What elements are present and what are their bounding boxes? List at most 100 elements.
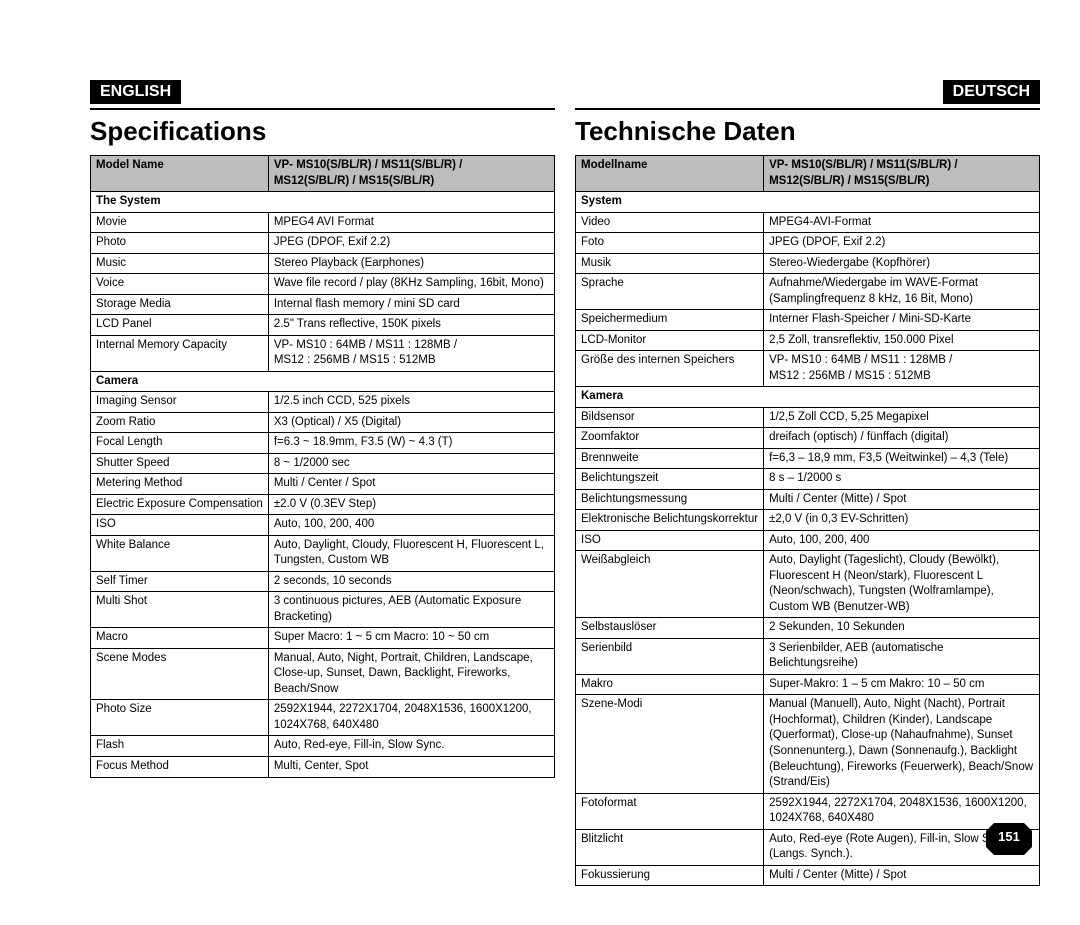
spec-value: dreifach (optisch) / fünffach (digital) [764,428,1040,449]
spec-key: ISO [576,530,764,551]
table-row: LCD Panel2.5" Trans reflective, 150K pix… [91,315,555,336]
spec-value: Multi / Center (Mitte) / Spot [764,865,1040,886]
spec-key: Storage Media [91,294,269,315]
spec-value: Auto, 100, 200, 400 [268,515,554,536]
spec-key: Selbstauslöser [576,618,764,639]
spec-key: Fotoformat [576,793,764,829]
header-label: Model Name [91,156,269,192]
table-row: VoiceWave file record / play (8KHz Sampl… [91,274,555,295]
section-title: Camera [91,371,555,392]
spec-key: Bildsensor [576,407,764,428]
spec-value: VP- MS10 : 64MB / MS11 : 128MB /MS12 : 2… [268,335,554,371]
spec-key: Focus Method [91,756,269,777]
table-row: Selbstauslöser2 Sekunden, 10 Sekunden [576,618,1040,639]
section-row: System [576,192,1040,213]
section-row: Camera [91,371,555,392]
spec-key: Foto [576,233,764,254]
header-row: Model NameVP- MS10(S/BL/R) / MS11(S/BL/R… [91,156,555,192]
table-row: VideoMPEG4-AVI-Format [576,212,1040,233]
section-row: The System [91,192,555,213]
table-row: Szene-ModiManual (Manuell), Auto, Night … [576,695,1040,793]
spec-value: Multi, Center, Spot [268,756,554,777]
spec-value: 8 s – 1/2000 s [764,469,1040,490]
spec-value: 2592X1944, 2272X1704, 2048X1536, 1600X12… [268,700,554,736]
spec-key: Belichtungsmessung [576,489,764,510]
column-english: ENGLISH Specifications Model NameVP- MS1… [90,80,555,886]
spec-value: Manual, Auto, Night, Portrait, Children,… [268,648,554,700]
spec-value: Auto, 100, 200, 400 [764,530,1040,551]
spec-key: Photo Size [91,700,269,736]
table-row: Elektronische Belichtungskorrektur±2,0 V… [576,510,1040,531]
header-label: Modellname [576,156,764,192]
spec-key: Metering Method [91,474,269,495]
table-row: MacroSuper Macro: 1 ~ 5 cm Macro: 10 ~ 5… [91,628,555,649]
spec-value: Interner Flash-Speicher / Mini-SD-Karte [764,310,1040,331]
table-row: Electric Exposure Compensation±2.0 V (0.… [91,494,555,515]
spec-value: X3 (Optical) / X5 (Digital) [268,412,554,433]
spec-value: Multi / Center / Spot [268,474,554,495]
table-row: MusikStereo-Wiedergabe (Kopfhörer) [576,253,1040,274]
spec-value: Wave file record / play (8KHz Sampling, … [268,274,554,295]
spec-key: Elektronische Belichtungskorrektur [576,510,764,531]
spec-value: Stereo Playback (Earphones) [268,253,554,274]
spec-value: 2,5 Zoll, transreflektiv, 150.000 Pixel [764,330,1040,351]
spec-value: MPEG4-AVI-Format [764,212,1040,233]
spec-key: Multi Shot [91,592,269,628]
spec-value: 2.5" Trans reflective, 150K pixels [268,315,554,336]
spec-value: VP- MS10 : 64MB / MS11 : 128MB /MS12 : 2… [764,351,1040,387]
section-title-english: Specifications [90,116,555,147]
lang-tag-english: ENGLISH [90,80,181,104]
table-row: Größe des internen SpeichersVP- MS10 : 6… [576,351,1040,387]
lang-tag-deutsch: DEUTSCH [943,80,1040,104]
table-row: SpracheAufnahme/Wiedergabe im WAVE-Forma… [576,274,1040,310]
spec-key: Self Timer [91,571,269,592]
table-row: FlashAuto, Red-eye, Fill-in, Slow Sync. [91,736,555,757]
spec-value: Internal flash memory / mini SD card [268,294,554,315]
spec-value: 1/2.5 inch CCD, 525 pixels [268,392,554,413]
spec-value: 2 seconds, 10 seconds [268,571,554,592]
spec-key: Electric Exposure Compensation [91,494,269,515]
manual-page: ENGLISH Specifications Model NameVP- MS1… [0,0,1080,925]
spec-value: ±2.0 V (0.3EV Step) [268,494,554,515]
spec-key: Makro [576,674,764,695]
spec-value: 8 ~ 1/2000 sec [268,453,554,474]
spec-key: LCD-Monitor [576,330,764,351]
table-row: Multi Shot3 continuous pictures, AEB (Au… [91,592,555,628]
table-row: MovieMPEG4 AVI Format [91,212,555,233]
spec-value: 2 Sekunden, 10 Sekunden [764,618,1040,639]
table-row: BelichtungsmessungMulti / Center (Mitte)… [576,489,1040,510]
spec-value: Aufnahme/Wiedergabe im WAVE-Format (Samp… [764,274,1040,310]
table-row: Focus MethodMulti, Center, Spot [91,756,555,777]
spec-key: Macro [91,628,269,649]
table-row: Photo Size2592X1944, 2272X1704, 2048X153… [91,700,555,736]
page-number-badge: 151 [986,823,1032,855]
table-row: Storage MediaInternal flash memory / min… [91,294,555,315]
table-row: ISOAuto, 100, 200, 400 [91,515,555,536]
spec-value: Auto, Daylight (Tageslicht), Cloudy (Bew… [764,551,1040,618]
section-title: The System [91,192,555,213]
spec-key: White Balance [91,535,269,571]
spec-table-english: Model NameVP- MS10(S/BL/R) / MS11(S/BL/R… [90,155,555,778]
divider [575,108,1040,110]
table-row: ISOAuto, 100, 200, 400 [576,530,1040,551]
spec-key: Sprache [576,274,764,310]
spec-key: Blitzlicht [576,829,764,865]
spec-value: JPEG (DPOF, Exif 2.2) [764,233,1040,254]
header-row: ModellnameVP- MS10(S/BL/R) / MS11(S/BL/R… [576,156,1040,192]
spec-value: Auto, Daylight, Cloudy, Fluorescent H, F… [268,535,554,571]
spec-key: Movie [91,212,269,233]
table-row: Zoom RatioX3 (Optical) / X5 (Digital) [91,412,555,433]
spec-value: 1/2,5 Zoll CCD, 5,25 Megapixel [764,407,1040,428]
spec-key: Music [91,253,269,274]
columns: ENGLISH Specifications Model NameVP- MS1… [90,80,1040,886]
spec-value: Multi / Center (Mitte) / Spot [764,489,1040,510]
section-title-deutsch: Technische Daten [575,116,1040,147]
spec-key: Scene Modes [91,648,269,700]
spec-value: Super-Makro: 1 – 5 cm Makro: 10 – 50 cm [764,674,1040,695]
spec-key: Imaging Sensor [91,392,269,413]
spec-key: Zoomfaktor [576,428,764,449]
spec-value: Super Macro: 1 ~ 5 cm Macro: 10 ~ 50 cm [268,628,554,649]
spec-key: Focal Length [91,433,269,454]
table-row: Scene ModesManual, Auto, Night, Portrait… [91,648,555,700]
spec-key: Serienbild [576,638,764,674]
